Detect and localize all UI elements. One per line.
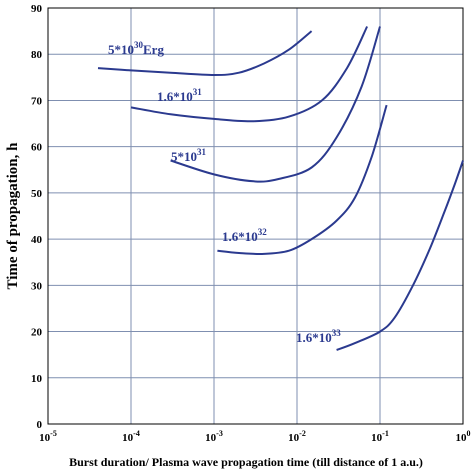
x-tick-base: 10 <box>371 432 383 444</box>
x-axis-title: Burst duration/ Plasma wave propagation … <box>69 455 423 469</box>
series-line-3 <box>170 26 381 183</box>
series-label-unit: Erg <box>143 42 164 57</box>
series-line-5 <box>336 160 464 351</box>
series-line-4 <box>217 104 388 255</box>
series-label-2: 1.6*1031 <box>157 87 202 104</box>
x-tick-base: 10 <box>39 432 51 444</box>
series-line-1 <box>97 30 313 77</box>
x-tick-base: 10 <box>122 432 134 444</box>
y-tick-label: 20 <box>31 327 43 339</box>
x-tick-exponent: -5 <box>50 429 57 438</box>
y-tick-label: 90 <box>31 3 43 15</box>
series-label-exponent: 33 <box>332 328 342 338</box>
x-tick-exponent: -4 <box>133 429 140 438</box>
y-tick-label: 50 <box>31 188 43 200</box>
series-label-mantissa: 1.6*10 <box>157 89 193 104</box>
x-tick-exponent: -2 <box>299 429 306 438</box>
y-tick-labels: 0 10 20 30 40 50 60 70 80 90 <box>31 3 43 431</box>
x-tick-exponent: 0 <box>467 429 471 438</box>
series-label-mantissa: 1.6*10 <box>296 330 332 345</box>
x-tick-label: 10-1 <box>371 429 389 444</box>
x-tick-exponent: -3 <box>216 429 223 438</box>
series-line-2 <box>130 26 369 123</box>
x-tick-base: 10 <box>205 432 217 444</box>
plot-frame <box>47 7 464 425</box>
x-tick-label: 10-4 <box>122 429 140 444</box>
y-tick-label: 0 <box>37 419 43 431</box>
y-tick-label: 80 <box>31 49 43 61</box>
series-label-mantissa: 5*10 <box>171 149 197 164</box>
x-tick-label: 10-5 <box>39 429 57 444</box>
y-tick-label: 10 <box>31 373 43 385</box>
series-curves <box>97 26 464 351</box>
x-tick-labels: 10-5 10-4 10-3 10-2 10-1 100 <box>39 429 470 444</box>
series-label-mantissa: 1.6*10 <box>222 229 258 244</box>
series-label-1: 5*1030Erg <box>108 40 164 57</box>
series-label-exponent: 32 <box>258 227 268 237</box>
y-tick-label: 30 <box>31 280 43 292</box>
y-tick-label: 70 <box>31 95 43 107</box>
x-tick-label: 10-3 <box>205 429 223 444</box>
x-tick-base: 10 <box>456 432 468 444</box>
y-tick-label: 60 <box>31 142 43 154</box>
x-tick-label: 100 <box>456 429 471 444</box>
y-axis-title: Time of propagation, h <box>5 142 21 290</box>
series-label-3: 5*1031 <box>171 147 207 164</box>
series-label-exponent: 30 <box>134 40 144 50</box>
x-tick-label: 10-2 <box>288 429 306 444</box>
x-tick-base: 10 <box>288 432 300 444</box>
series-label-mantissa: 5*10 <box>108 42 134 57</box>
series-label-4: 1.6*1032 <box>222 227 267 244</box>
grid <box>47 7 464 425</box>
x-tick-exponent: -1 <box>382 429 389 438</box>
series-label-5: 1.6*1033 <box>296 328 341 345</box>
series-label-exponent: 31 <box>197 147 207 157</box>
series-label-exponent: 31 <box>193 87 203 97</box>
y-tick-label: 40 <box>31 234 43 246</box>
